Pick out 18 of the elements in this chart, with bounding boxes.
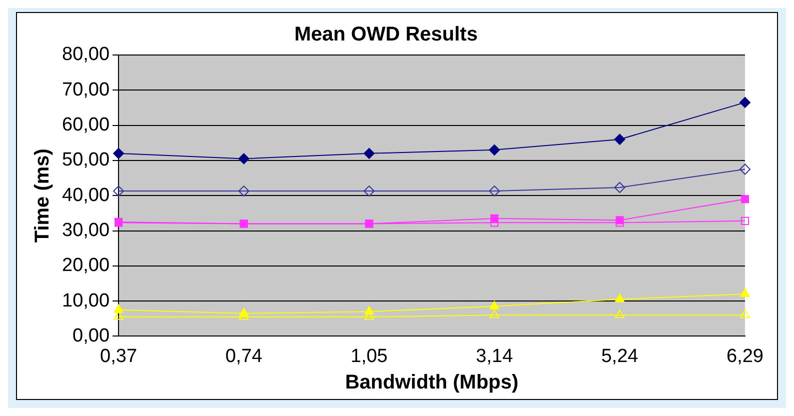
chart-title: Mean OWD Results (294, 24, 478, 46)
y-tick-label: 40,00 (62, 184, 110, 206)
y-tick-label: 10,00 (62, 290, 110, 312)
x-axis-title: Bandwidth (Mbps) (345, 372, 518, 394)
y-tick-label: 70,00 (62, 79, 110, 100)
y-tick-label: 80,00 (62, 44, 110, 66)
y-tick-label: 50,00 (62, 150, 110, 171)
x-tick-label: 5,24 (601, 346, 639, 367)
y-tick-label: 30,00 (62, 220, 110, 241)
y-axis-title: Time (ms) (32, 148, 54, 243)
y-tick-label: 20,00 (62, 255, 110, 276)
x-tick-label: 1,05 (350, 346, 388, 367)
x-tick-label: 0,37 (100, 346, 138, 367)
y-tick-label: 0,00 (72, 325, 110, 346)
y-tick-label: 60,00 (62, 114, 110, 136)
x-tick-label: 0,74 (225, 346, 263, 367)
x-tick-label: 3,14 (476, 346, 514, 367)
x-tick-label: 6,29 (726, 346, 764, 367)
